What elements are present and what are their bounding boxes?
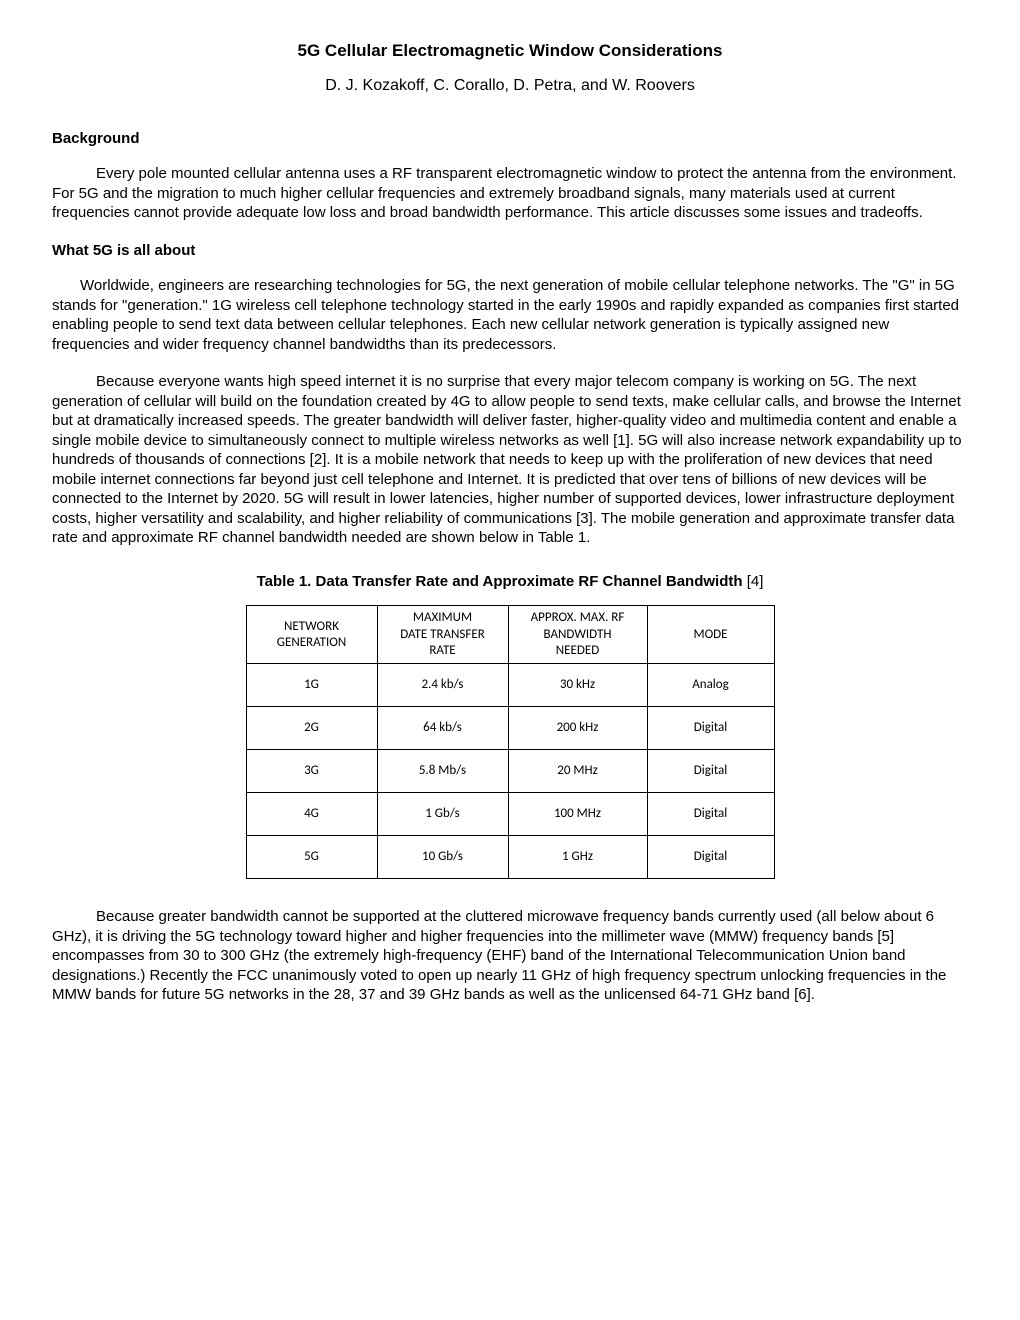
- table-cell: 2.4 kb/s: [377, 664, 508, 707]
- table-cell: Digital: [647, 793, 774, 836]
- paragraph: Every pole mounted cellular antenna uses…: [52, 164, 968, 223]
- table-cell: 30 kHz: [508, 664, 647, 707]
- table-cell: 200 kHz: [508, 707, 647, 750]
- table-header-cell: NETWORKGENERATION: [246, 606, 377, 664]
- table-cell: 3G: [246, 750, 377, 793]
- table-row: 4G1 Gb/s100 MHzDigital: [246, 793, 774, 836]
- table-cell: Analog: [647, 664, 774, 707]
- section-heading-what5g: What 5G is all about: [52, 241, 968, 261]
- bandwidth-table: NETWORKGENERATIONMAXIMUMDATE TRANSFERRAT…: [246, 605, 775, 879]
- table-cell: 4G: [246, 793, 377, 836]
- table-cell: 100 MHz: [508, 793, 647, 836]
- page-title: 5G Cellular Electromagnetic Window Consi…: [52, 40, 968, 62]
- table-cell: 64 kb/s: [377, 707, 508, 750]
- table-row: 1G2.4 kb/s30 kHzAnalog: [246, 664, 774, 707]
- table-cell: 5G: [246, 836, 377, 879]
- section-heading-background: Background: [52, 129, 968, 149]
- paragraph: Worldwide, engineers are researching tec…: [52, 276, 968, 354]
- table-cell: Digital: [647, 707, 774, 750]
- table-cell: 1 GHz: [508, 836, 647, 879]
- authors-line: D. J. Kozakoff, C. Corallo, D. Petra, an…: [52, 76, 968, 97]
- table-row: 2G64 kb/s200 kHzDigital: [246, 707, 774, 750]
- table-cell: Digital: [647, 836, 774, 879]
- table-cell: 1 Gb/s: [377, 793, 508, 836]
- table-header-cell: MAXIMUMDATE TRANSFERRATE: [377, 606, 508, 664]
- table-cell: 1G: [246, 664, 377, 707]
- table-header-cell: MODE: [647, 606, 774, 664]
- table-caption-ref: [4]: [747, 573, 764, 590]
- table-cell: Digital: [647, 750, 774, 793]
- table-row: 3G5.8 Mb/s20 MHzDigital: [246, 750, 774, 793]
- table-caption-text: Table 1. Data Transfer Rate and Approxim…: [257, 573, 747, 590]
- paragraph: Because everyone wants high speed intern…: [52, 372, 968, 548]
- table-cell: 2G: [246, 707, 377, 750]
- table-row: 5G10 Gb/s1 GHzDigital: [246, 836, 774, 879]
- table-cell: 20 MHz: [508, 750, 647, 793]
- table-header-cell: APPROX. MAX. RFBANDWIDTHNEEDED: [508, 606, 647, 664]
- paragraph: Because greater bandwidth cannot be supp…: [52, 907, 968, 1005]
- table-caption: Table 1. Data Transfer Rate and Approxim…: [52, 572, 968, 592]
- table-cell: 10 Gb/s: [377, 836, 508, 879]
- table-cell: 5.8 Mb/s: [377, 750, 508, 793]
